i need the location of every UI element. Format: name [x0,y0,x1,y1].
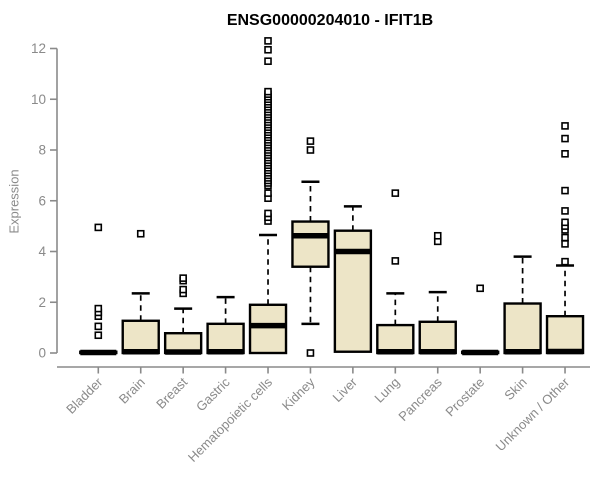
outlier-point [94,331,103,340]
outlier-point [561,218,569,227]
outlier-point [561,186,569,195]
y-tick-label: 0 [38,346,46,361]
y-tick-label: 12 [31,41,46,56]
box-group [206,295,245,355]
outlier-point [561,257,569,266]
outlier-point [561,150,569,158]
box [121,319,160,355]
box-group [291,137,330,357]
box-group [248,37,288,355]
box-group [545,122,585,355]
x-category-label: Bladder [63,374,106,417]
box-group [79,223,118,356]
y-tick-label: 2 [38,295,46,310]
box [248,303,288,355]
outlier-point [306,349,315,357]
box-group [163,274,203,355]
outlier-point [94,223,103,232]
box-group [418,231,457,355]
box [206,322,245,355]
outlier-point [264,189,272,197]
y-axis: 0 2 4 6 8 10 12 [31,41,58,361]
outlier-point [306,146,315,154]
x-category-label: Hematopoietic cells [185,374,276,465]
outlier-point [476,284,484,293]
box-group [376,189,415,355]
outlier-point [179,285,187,294]
y-axis-label: Expression [6,169,22,234]
outlier-point [179,274,187,282]
outlier-point [264,57,272,65]
x-category-label: Pancreas [395,374,445,424]
box-group [460,284,500,356]
box [503,302,542,355]
outlier-point [561,122,569,130]
outlier-point [264,37,272,45]
outlier-point [136,229,145,238]
x-category-label: Kidney [279,374,318,413]
outlier-point [264,209,272,218]
outlier-point [433,231,442,240]
chart-title: ENSG00000204010 - IFIT1B [226,12,434,29]
y-tick-label: 6 [38,193,46,208]
box [376,323,415,355]
box-group [121,229,160,355]
outlier-point [561,134,569,143]
outlier-point [94,322,103,331]
box-group [333,205,373,353]
box-group [503,255,542,355]
x-category-label: Gastric [193,374,233,414]
x-category-label: Prostate [442,375,487,420]
outlier-point [561,233,569,242]
box [545,315,585,355]
x-category-label: Breast [153,374,190,411]
outlier-point [306,137,315,145]
outlier-point [391,189,400,197]
outlier-point [264,87,272,96]
y-tick-label: 8 [38,143,46,158]
outlier-point [561,240,569,248]
x-category-label: Brain [116,375,148,407]
x-category-label: Liver [329,374,360,405]
outlier-point [264,45,272,54]
outlier-point [94,304,103,313]
x-category-label: Skin [501,375,529,403]
outlier-point [391,257,400,265]
x-category-label: Lung [371,375,402,406]
y-tick-label: 10 [31,92,46,107]
x-category-label: Unknown / Other [493,374,573,454]
y-tick-label: 4 [38,244,46,259]
box [291,220,330,268]
box [418,320,457,355]
outlier-point [561,207,569,215]
